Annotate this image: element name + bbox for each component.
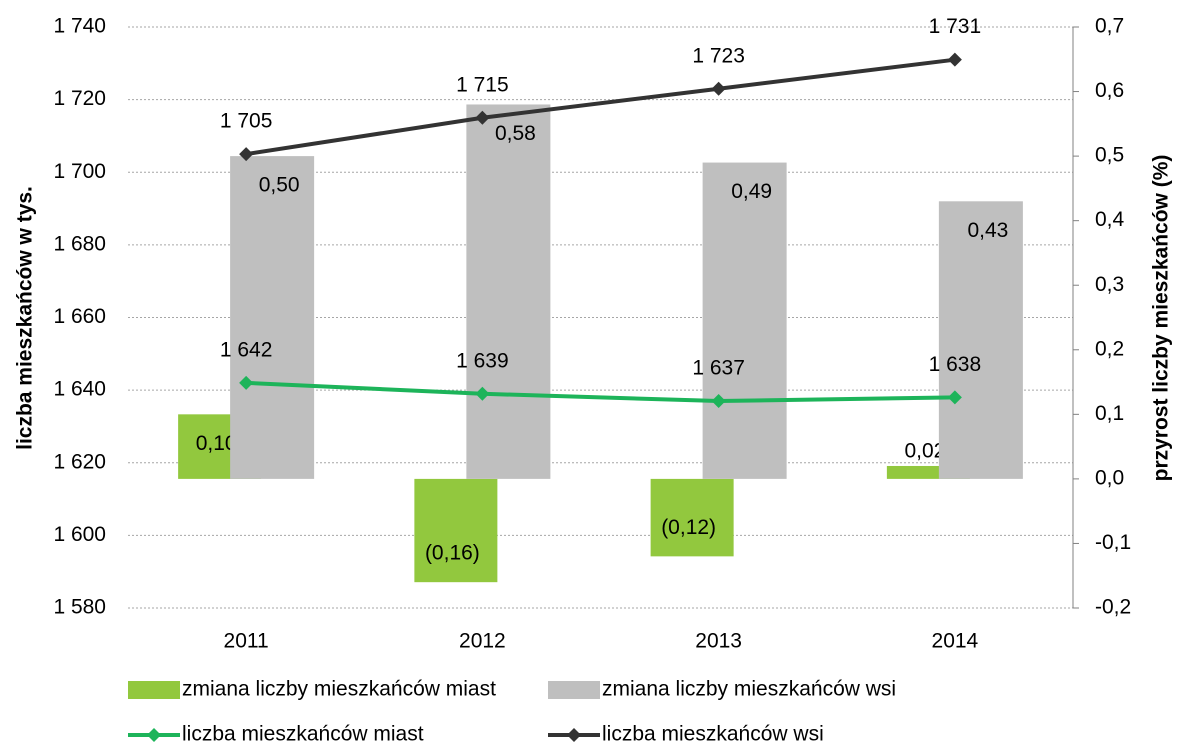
data-label: 0,58 <box>495 122 536 145</box>
marker <box>475 110 490 125</box>
line <box>246 380 955 404</box>
y-tick-label: 1 680 <box>53 232 106 255</box>
y-axis-title: liczba mieszkańców w tys. <box>14 186 37 450</box>
y2-tick-label: 0,3 <box>1095 273 1124 296</box>
y-tick-label: 1 660 <box>53 305 106 328</box>
legend-label: liczba mieszkańców wsi <box>602 723 824 746</box>
data-label: (0,12) <box>661 516 716 539</box>
bar <box>938 201 1023 479</box>
y2-tick-label: 0,4 <box>1095 208 1125 231</box>
y-tick-label: 1 700 <box>53 160 106 183</box>
marker <box>239 375 254 390</box>
y2-tick-label: 0,7 <box>1095 15 1124 38</box>
data-label: 1 639 <box>456 349 509 372</box>
marker <box>239 147 254 162</box>
legend-label: zmiana liczby mieszkańców miast <box>182 678 496 701</box>
x-tick-label: 2013 <box>695 630 742 653</box>
data-label: 1 642 <box>220 338 273 361</box>
marker <box>711 394 726 409</box>
legend-label: liczba mieszkańców miast <box>182 723 424 746</box>
y-tick-label: 1 640 <box>53 378 106 401</box>
data-label: 1 723 <box>692 44 745 67</box>
bar <box>414 478 498 583</box>
data-label: 0,50 <box>259 174 300 197</box>
legend-swatch <box>548 681 600 699</box>
legend-label: zmiana liczby mieszkańców wsi <box>602 678 896 701</box>
data-label: 0,02 <box>904 440 945 463</box>
legend-swatch <box>128 681 180 699</box>
data-label: 0,10 <box>196 432 237 455</box>
marker <box>475 386 490 401</box>
x-tick-label: 2014 <box>932 630 979 653</box>
y2-tick-label: 0,2 <box>1095 337 1124 360</box>
legend-marker <box>147 728 161 742</box>
marker <box>947 52 962 67</box>
marker <box>711 81 726 96</box>
y2-tick-label: 0,5 <box>1095 144 1124 167</box>
line <box>245 57 956 157</box>
data-label: 1 638 <box>929 353 982 376</box>
x-tick-label: 2012 <box>459 630 506 653</box>
y-tick-label: 1 600 <box>53 523 106 546</box>
marker <box>947 390 962 405</box>
y2-tick-label: 0,1 <box>1095 402 1124 425</box>
y2-tick-label: 0,0 <box>1095 466 1124 489</box>
y2-tick-label: -0,2 <box>1095 596 1131 619</box>
y2-tick-label: 0,6 <box>1095 79 1124 102</box>
bar <box>702 162 787 479</box>
bar <box>466 104 551 479</box>
data-label: 1 637 <box>692 357 745 380</box>
bar <box>230 156 315 479</box>
data-label: 0,43 <box>967 219 1008 242</box>
data-label: (0,16) <box>425 542 480 565</box>
y-tick-label: 1 620 <box>53 450 106 473</box>
legend-marker <box>567 728 581 742</box>
data-label: 1 715 <box>456 73 509 96</box>
data-label: 0,49 <box>731 180 772 203</box>
data-label: 1 705 <box>220 110 273 133</box>
y-tick-label: 1 580 <box>53 596 106 619</box>
bar <box>650 478 734 557</box>
y-tick-label: 1 740 <box>53 15 106 38</box>
y-tick-label: 1 720 <box>53 87 106 110</box>
y2-tick-label: -0,1 <box>1095 531 1131 554</box>
data-label: 1 731 <box>929 15 982 38</box>
y2-axis-title: przyrost liczby mieszkańców (%) <box>1150 155 1173 482</box>
x-tick-label: 2011 <box>224 630 269 653</box>
